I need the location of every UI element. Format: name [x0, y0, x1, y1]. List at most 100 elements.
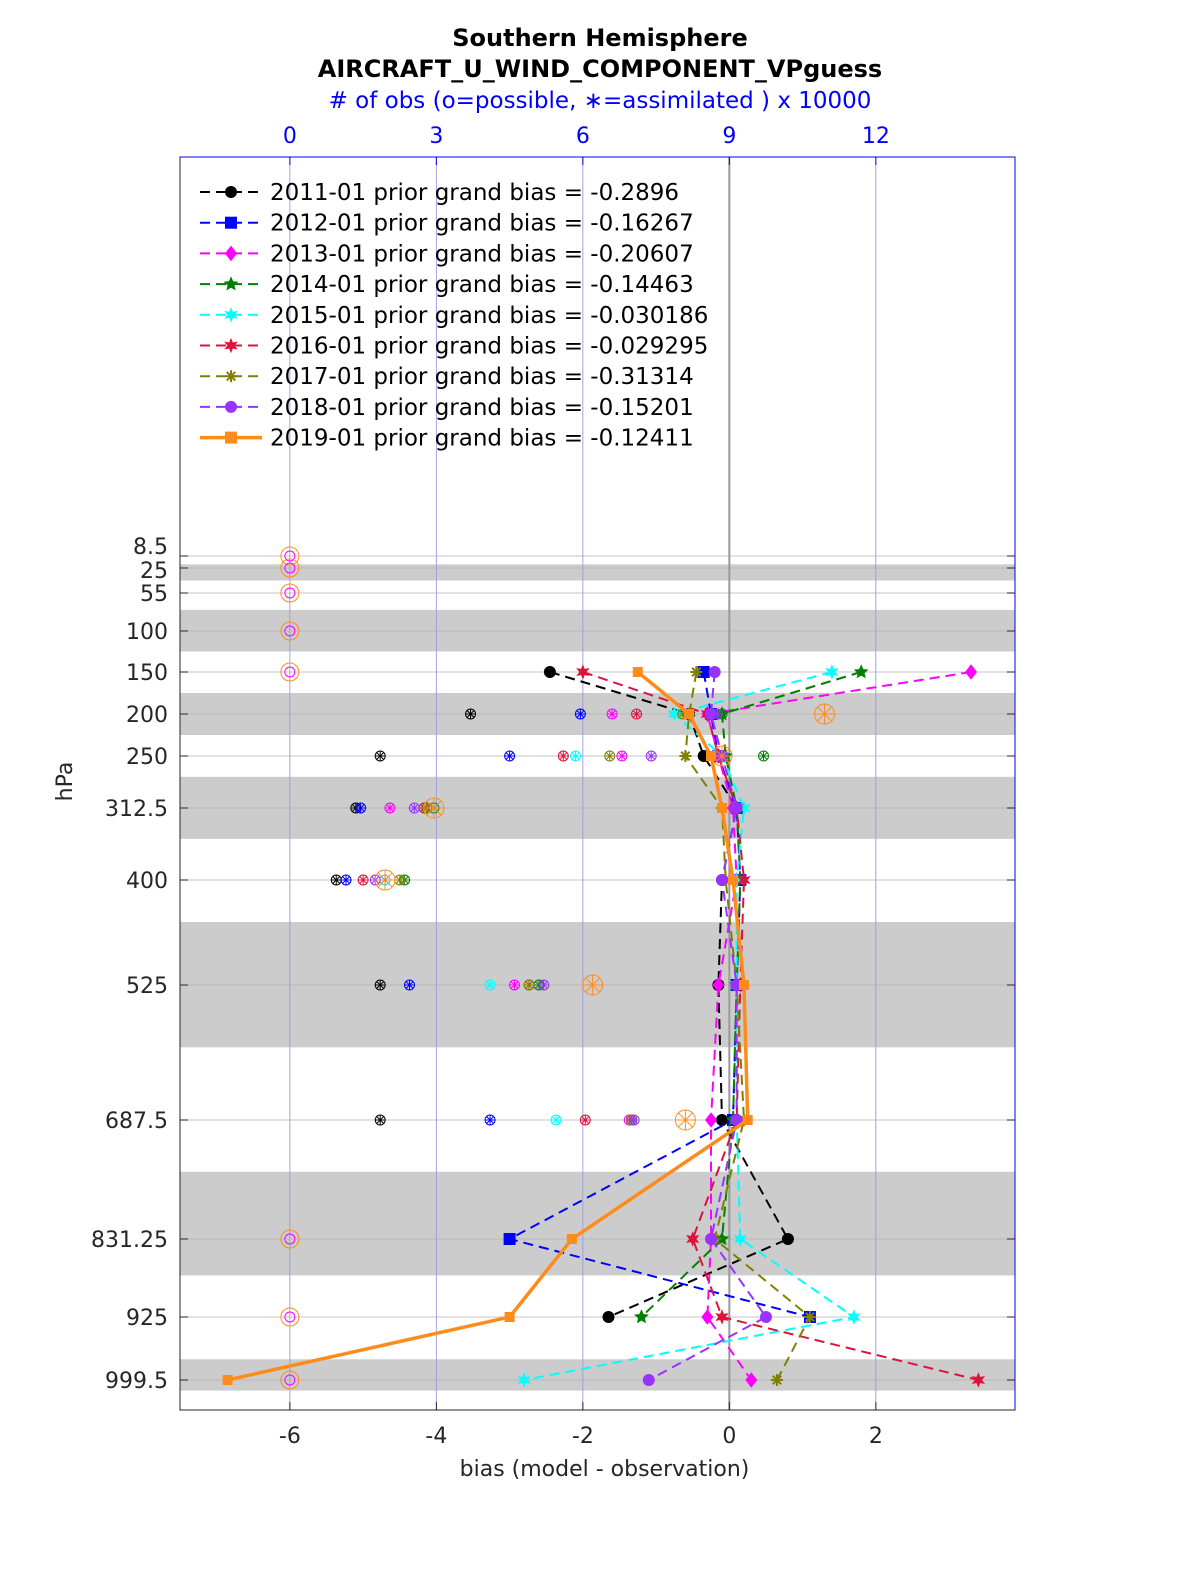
obs-marker-s0-0-spoke-3: [466, 710, 475, 718]
legend-marker-7: [225, 400, 237, 413]
legend-marker-2: [225, 245, 237, 262]
legend-marker-3: [223, 276, 239, 291]
series-point-5-0: [576, 664, 590, 680]
obs-marker-s0-4: [374, 979, 386, 991]
obs-marker-s6-4: [523, 979, 535, 991]
obs-marker-s5-5: [579, 1114, 591, 1126]
obs-marker-s2-1-spoke-3: [618, 752, 626, 760]
series-point-4-8: [847, 1309, 861, 1325]
obs-marker-s8-2: [423, 797, 445, 819]
series-point-8-0: [632, 667, 643, 677]
y-tick-label-2: 55: [140, 582, 168, 607]
x-tick-label-2: -2: [572, 1424, 594, 1449]
obs-marker-s6-3: [394, 874, 406, 886]
obs-marker-s2-2-spoke-3: [386, 804, 394, 812]
y-tick-label-1: 25: [140, 559, 168, 584]
obs-marker-s5-0-spoke-3: [632, 710, 641, 718]
series-point-7-7: [705, 1233, 718, 1245]
series-point-2-8: [701, 1309, 714, 1325]
obs-marker-s0-0: [465, 708, 477, 720]
obs-marker-s8-4-spoke-3: [585, 977, 601, 993]
obs-marker-s8-0-spoke-3: [817, 706, 832, 722]
series-point-4-1: [667, 706, 682, 722]
legend-marker-6: [225, 370, 237, 383]
obs-marker-s0-1-spoke-3: [376, 752, 385, 760]
obs-marker-s0-3: [330, 874, 342, 886]
y-axis-label: hPa: [53, 762, 78, 802]
obs-marker-s3-1-spoke-3: [759, 752, 768, 760]
obs-marker-s3-1: [758, 750, 770, 762]
legend-label-4: 2015-01 prior grand bias = -0.030186: [270, 303, 708, 329]
top-tick-label-0: 0: [283, 124, 297, 149]
obs-marker-s5-1: [557, 750, 569, 762]
y-tick-label-10: 687.5: [105, 1109, 168, 1134]
obs-marker-s2-1: [616, 750, 628, 762]
series-point-7-1: [705, 708, 718, 720]
possible-obs-ring-2: [280, 583, 300, 603]
y-tick-label-12: 925: [126, 1306, 168, 1331]
possible-obs-inner-4: [284, 666, 296, 678]
legend-label-2: 2013-01 prior grand bias = -0.20607: [270, 241, 694, 267]
obs-marker-s6-1-spoke-3: [605, 752, 614, 760]
series-point-6-9-stroke-3: [772, 1375, 782, 1385]
series-point-7-3: [730, 802, 743, 814]
series-line-6: [684, 671, 812, 1381]
top-tick-label-3: 9: [722, 124, 736, 149]
series-point-6-9: [770, 1374, 783, 1386]
obs-marker-s1-3-spoke-3: [342, 876, 350, 884]
obs-marker-s2-0-spoke-3: [608, 710, 617, 718]
obs-marker-s2-0: [606, 708, 618, 720]
obs-marker-s8-3-spoke-3: [377, 872, 393, 888]
possible-obs-inner-2: [284, 587, 296, 599]
obs-marker-s6-1: [604, 750, 616, 762]
legend-label-5: 2016-01 prior grand bias = -0.029295: [270, 334, 708, 360]
series-point-0-0: [543, 666, 556, 678]
x-tick-label-3: 0: [722, 1424, 736, 1449]
obs-marker-s8-5: [674, 1109, 696, 1131]
series-point-8-2: [706, 751, 717, 761]
possible-obs-ring-3: [280, 621, 300, 641]
possible-obs-inner-3: [284, 625, 296, 637]
legend-label-7: 2018-01 prior grand bias = -0.15201: [270, 395, 694, 421]
shaded-band-0: [180, 564, 1015, 581]
series-point-4-7: [733, 1231, 748, 1247]
chart-subtitle: AIRCRAFT_U_WIND_COMPONENT_VPguess: [317, 55, 883, 83]
top-tick-label-4: 12: [862, 124, 890, 149]
possible-obs-inner-6: [284, 1311, 296, 1323]
series-point-8-9: [222, 1375, 233, 1385]
series-point-8-3: [717, 803, 728, 813]
obs-marker-s1-0: [574, 708, 586, 720]
y-tick-label-4: 150: [126, 661, 168, 686]
obs-marker-s4-1: [570, 750, 582, 762]
series-point-7-9: [642, 1374, 655, 1386]
series-point-2-0: [965, 664, 978, 680]
obs-marker-s5-3: [357, 874, 369, 886]
possible-obs-ring-1: [280, 558, 300, 578]
possible-obs-ring-4: [280, 662, 300, 682]
series-point-8-6: [742, 1115, 753, 1125]
obs-marker-s8-5-spoke-3: [677, 1112, 693, 1128]
obs-marker-s5-3-spoke-3: [359, 876, 368, 884]
legend-marker-4: [224, 307, 238, 323]
obs-marker-s2-4-spoke-3: [510, 981, 519, 989]
series-point-2-6: [705, 1112, 718, 1128]
series-point-0-7: [781, 1233, 794, 1245]
obs-marker-s0-5-spoke-3: [376, 1116, 385, 1124]
possible-obs-ring-5: [280, 1229, 300, 1249]
y-tick-label-5: 200: [126, 703, 168, 728]
obs-marker-s0-3-spoke-3: [332, 876, 341, 884]
possible-obs-ring-0: [280, 546, 300, 566]
series-point-2-9: [745, 1372, 758, 1388]
possible-obs-ring-6: [280, 1307, 300, 1327]
x-axis-label: bias (model - observation): [460, 1457, 750, 1482]
series-line-5: [582, 671, 979, 1381]
obs-marker-s2-2: [384, 802, 396, 814]
series-point-7-0: [708, 666, 721, 678]
legend-marker-8: [225, 431, 237, 444]
obs-marker-s8-0: [814, 703, 836, 725]
legend-marker-6-stroke-3: [226, 371, 236, 382]
obs-marker-s1-0-spoke-3: [576, 710, 585, 718]
legend-marker-1: [225, 216, 237, 229]
series-point-3-8: [634, 1309, 649, 1324]
series-point-5-9: [971, 1372, 986, 1388]
